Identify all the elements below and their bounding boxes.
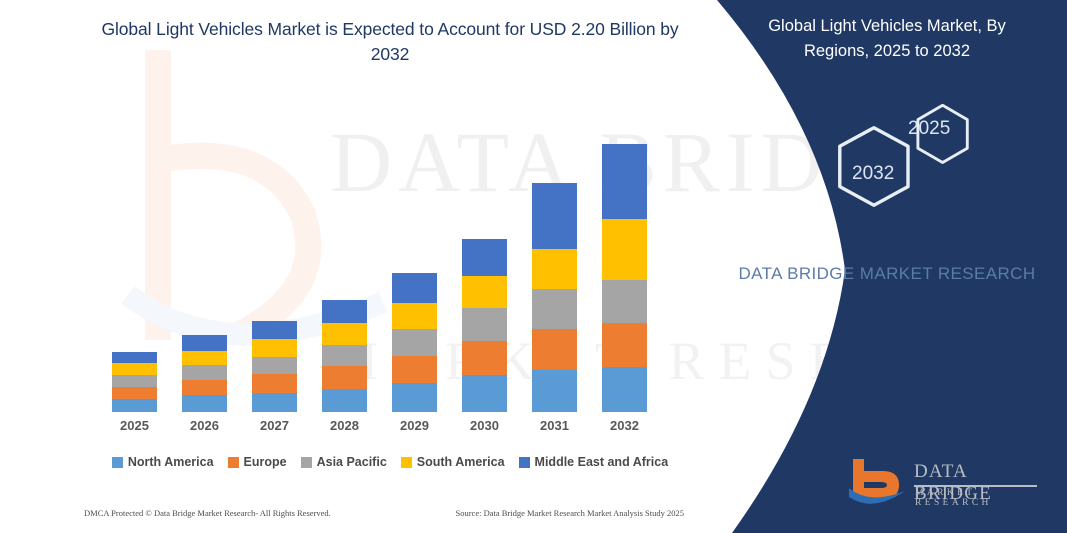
bar-segment: [112, 399, 157, 412]
legend-swatch: [400, 456, 412, 468]
legend-item[interactable]: South America: [400, 455, 505, 469]
bar-segment: [112, 375, 157, 387]
bar-2026[interactable]: [182, 335, 227, 412]
x-axis-label-2027: 2027: [260, 418, 289, 433]
bar-segment: [392, 303, 437, 330]
bar-segment: [322, 388, 367, 412]
bar-segment: [532, 289, 577, 330]
legend-item[interactable]: North America: [111, 455, 214, 469]
legend-item[interactable]: Middle East and Africa: [518, 455, 669, 469]
legend-swatch: [227, 456, 239, 468]
legend-swatch: [518, 456, 530, 468]
bar-segment: [462, 340, 507, 376]
bar-segment: [182, 379, 227, 396]
legend-swatch: [111, 456, 123, 468]
bar-segment: [252, 339, 297, 357]
hexagon-2032-label: 2032: [852, 163, 894, 184]
bar-segment: [112, 351, 157, 364]
chart-plot-area: [100, 120, 680, 412]
bar-segment: [602, 219, 647, 280]
footer: DMCA Protected © Data Bridge Market Rese…: [84, 508, 684, 518]
x-axis-label-2028: 2028: [330, 418, 359, 433]
brand-logo-wordmark-bottom: MARKET RESEARCH: [915, 488, 992, 508]
bar-segment: [182, 395, 227, 412]
brand-logo-mark: [849, 459, 905, 504]
bar-segment: [322, 323, 367, 345]
legend-label: North America: [127, 455, 214, 469]
brand-logo-wordmark-top: DATA BRIDGE: [914, 461, 992, 504]
panel-title: Global Light Vehicles Market, By Regions…: [768, 17, 1006, 60]
bar-segment: [602, 367, 647, 412]
legend-swatch: [300, 456, 312, 468]
bar-segment: [602, 323, 647, 368]
x-axis-label-2031: 2031: [540, 418, 569, 433]
brand-logo: DATA BRIDGE MARKET RESEARCH: [847, 455, 1037, 510]
bar-segment: [462, 238, 507, 276]
bar-segment: [112, 386, 157, 400]
bar-segment: [532, 370, 577, 412]
x-axis-label-2030: 2030: [470, 418, 499, 433]
x-axis-label-2029: 2029: [400, 418, 429, 433]
bar-segment: [252, 320, 297, 340]
bar-2029[interactable]: [392, 272, 437, 412]
bar-2025[interactable]: [112, 351, 157, 412]
bar-segment: [462, 275, 507, 308]
bar-2031[interactable]: [532, 183, 577, 412]
bar-segment: [392, 382, 437, 412]
chart-x-axis: 2025 2026 2027 2028 2029 2030 2031 2032: [100, 418, 680, 440]
legend-item[interactable]: Europe: [227, 455, 287, 469]
bar-segment: [252, 356, 297, 375]
bar-segment: [182, 365, 227, 380]
bar-segment: [602, 279, 647, 324]
legend-label: South America: [416, 455, 505, 469]
bar-segment: [322, 366, 367, 389]
legend-item[interactable]: Asia Pacific: [300, 455, 387, 469]
brand-logo-divider: [914, 485, 1037, 487]
bar-2032[interactable]: [602, 144, 647, 412]
bar-2027[interactable]: [252, 320, 297, 412]
bar-segment: [532, 248, 577, 290]
legend-label: Middle East and Africa: [534, 455, 669, 469]
bar-segment: [462, 375, 507, 412]
x-axis-label-2026: 2026: [190, 418, 219, 433]
chart-legend: North America Europe Asia Pacific South Ame…: [95, 455, 685, 469]
hexagon-2025-shape: [916, 103, 969, 164]
footer-source: Source: Data Bridge Market Research Mark…: [455, 508, 684, 518]
bar-segment: [392, 329, 437, 356]
bar-segment: [532, 183, 577, 249]
bar-segment: [322, 300, 367, 324]
bar-segment: [252, 374, 297, 393]
right-panel-content: Global Light Vehicles Market, By Regions…: [707, 0, 1067, 533]
bar-segment: [392, 272, 437, 304]
hexagon-2025-label: 2025: [908, 118, 950, 139]
bar-segment: [532, 329, 577, 371]
bar-segment: [182, 350, 227, 366]
bar-segment: [462, 307, 507, 341]
x-axis-label-2032: 2032: [610, 418, 639, 433]
bar-segment: [182, 335, 227, 351]
bar-segment: [322, 344, 367, 367]
legend-label: Europe: [243, 455, 287, 469]
bar-segment: [252, 392, 297, 412]
bar-2030[interactable]: [462, 238, 507, 412]
bar-segment: [602, 144, 647, 220]
panel-brand-text: DATA BRIDGE MARKET RESEARCH: [738, 264, 1036, 283]
bar-segment: [112, 363, 157, 376]
bar-segment: [392, 355, 437, 383]
x-axis-label-2025: 2025: [120, 418, 149, 433]
hexagon-group: 2032 2025: [838, 103, 969, 207]
legend-label: Asia Pacific: [316, 455, 387, 469]
footer-copyright: DMCA Protected © Data Bridge Market Rese…: [84, 508, 331, 518]
chart-title: Global Light Vehicles Market is Expected…: [101, 19, 679, 65]
bar-2028[interactable]: [322, 300, 367, 412]
hexagon-2032-shape: [838, 125, 910, 207]
